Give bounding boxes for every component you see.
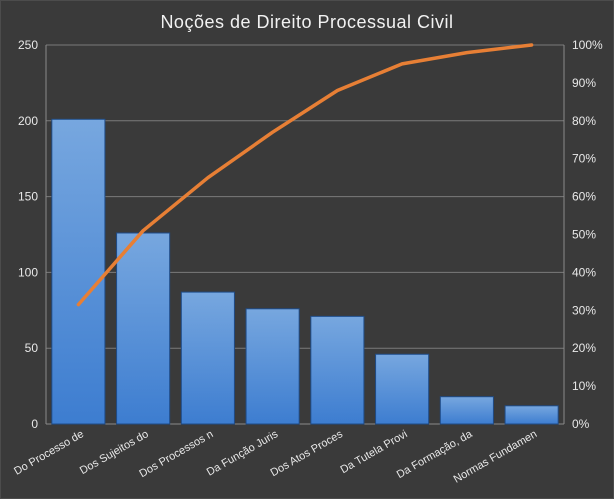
secondary-y-tick-label: 0% (572, 417, 590, 431)
secondary-y-tick-label: 90% (572, 76, 596, 90)
bar (439, 396, 494, 425)
bar (310, 315, 365, 425)
line-point (207, 176, 209, 179)
bar (51, 118, 106, 425)
y-tick-label: 0 (31, 417, 38, 431)
x-tick-label: Do Processo de (12, 428, 86, 478)
line-point (77, 303, 80, 306)
secondary-y-tick-label: 20% (572, 341, 596, 355)
line-point (336, 89, 339, 92)
cumulative-line (76, 43, 534, 307)
secondary-y-tick-label: 100% (572, 38, 603, 52)
y-tick-label: 150 (18, 190, 38, 204)
bar (375, 353, 430, 425)
y-tick-label: 50 (25, 341, 39, 355)
secondary-y-axis-tick-labels: 0% 10% 20% 30% 40% 50% 60% 70% 80% 90% 100% (572, 38, 603, 431)
secondary-y-tick-label: 50% (572, 228, 596, 242)
line-point (466, 51, 468, 54)
secondary-y-tick-label: 60% (572, 190, 596, 204)
bar-series (51, 118, 559, 425)
line-point (530, 44, 533, 46)
secondary-y-tick-label: 40% (572, 265, 596, 279)
x-tick-label: Dos Atos Proces (268, 428, 345, 479)
secondary-y-tick-label: 80% (572, 114, 596, 128)
secondary-y-tick-label: 10% (572, 379, 596, 393)
chart-title: Noções de Direito Processual Civil (160, 12, 453, 32)
y-tick-label: 250 (18, 38, 38, 52)
y-tick-label: 100 (18, 265, 38, 279)
secondary-y-tick-label: 30% (572, 303, 596, 317)
line-point (142, 229, 144, 232)
bar (504, 405, 559, 425)
line-point (401, 63, 403, 65)
line-point (271, 131, 274, 133)
y-tick-label: 200 (18, 114, 38, 128)
bar (116, 232, 171, 425)
bar (245, 308, 300, 425)
y-axis-tick-labels: 0 50 100 150 200 250 (18, 38, 38, 431)
secondary-y-tick-label: 70% (572, 152, 596, 166)
bar (180, 291, 235, 425)
cumulative-line-series (76, 43, 534, 307)
